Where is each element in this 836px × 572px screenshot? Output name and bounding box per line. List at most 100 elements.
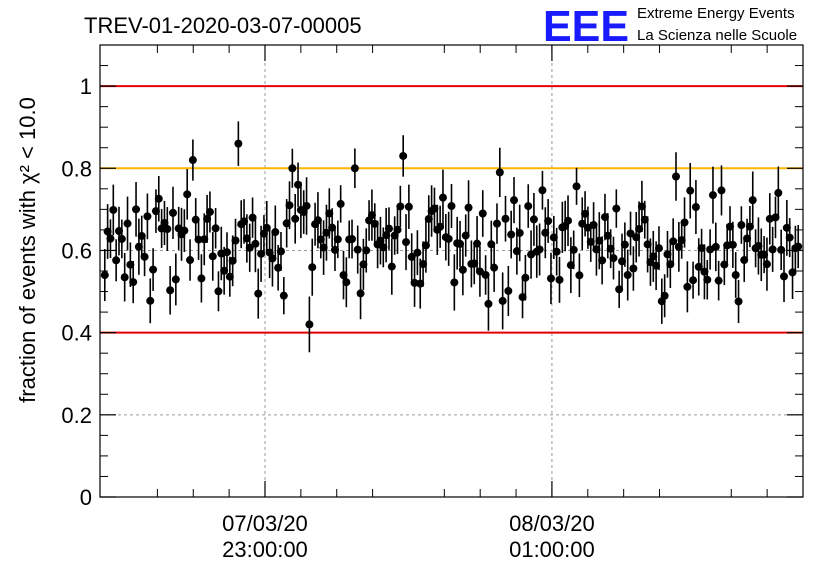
data-point [768, 245, 777, 254]
logo-mark: EEE [543, 2, 629, 51]
data-point [384, 224, 393, 233]
data-point [478, 209, 487, 218]
data-point [421, 241, 430, 250]
data-point [643, 240, 652, 249]
data-point [240, 217, 249, 226]
data-point [132, 205, 141, 214]
data-point [555, 275, 564, 284]
data-point [220, 266, 229, 275]
data-point [501, 214, 510, 223]
data-point [458, 265, 467, 274]
data-point [325, 209, 334, 218]
data-point [697, 244, 706, 253]
data-point [666, 260, 675, 269]
data-point [777, 245, 786, 254]
data-points [100, 121, 803, 353]
data-point [447, 202, 456, 211]
data-point [262, 223, 271, 232]
data-point [183, 190, 192, 199]
data-point [205, 207, 214, 216]
y-tick-label: 1 [80, 74, 92, 99]
data-point [308, 263, 317, 272]
y-axis: 0 0.2 0.4 0.6 0.8 1 [61, 65, 803, 510]
data-point [154, 194, 163, 203]
data-point [302, 201, 311, 210]
data-point [134, 242, 143, 251]
data-point [450, 278, 459, 287]
data-point [319, 243, 328, 252]
data-point [106, 234, 115, 243]
data-point [234, 139, 243, 148]
data-point [626, 229, 635, 238]
data-point [294, 180, 303, 189]
data-point [609, 254, 618, 263]
data-point [629, 264, 638, 273]
data-point [151, 207, 160, 216]
data-point [413, 248, 422, 257]
data-point [416, 279, 425, 288]
data-point [313, 216, 322, 225]
data-point [305, 320, 314, 329]
data-point [774, 188, 783, 197]
data-point [677, 236, 686, 245]
data-point [129, 278, 138, 287]
data-point [444, 234, 453, 243]
data-point [166, 286, 175, 295]
data-point [572, 182, 581, 191]
data-point [498, 296, 507, 305]
data-point [242, 234, 251, 243]
data-point [430, 204, 439, 213]
data-point [402, 238, 411, 247]
data-point [160, 218, 169, 227]
data-point [404, 202, 413, 211]
chart-title: TREV-01-2020-03-07-00005 [84, 13, 362, 38]
data-point [700, 267, 709, 276]
data-point [200, 235, 209, 244]
y-tick-label: 0.8 [61, 156, 92, 181]
data-point [615, 285, 624, 294]
x-tick-time-label: 23:00:00 [222, 537, 308, 562]
data-point [143, 212, 152, 221]
data-point [362, 246, 371, 255]
data-point [504, 286, 513, 295]
data-point [276, 247, 285, 256]
data-point [225, 272, 234, 281]
data-point [424, 214, 433, 223]
data-point [356, 289, 365, 298]
data-point [100, 271, 109, 280]
data-point [188, 156, 197, 165]
data-point [481, 270, 490, 279]
data-point [660, 291, 669, 300]
data-point [336, 199, 345, 208]
data-point [552, 247, 561, 256]
data-point [350, 164, 359, 173]
data-point [248, 213, 257, 222]
data-point [367, 211, 376, 220]
data-point [618, 257, 627, 266]
data-point [728, 240, 737, 249]
data-point [492, 219, 501, 228]
data-point [328, 223, 337, 232]
data-point [379, 243, 388, 252]
y-tick-label: 0 [80, 485, 92, 510]
data-point [623, 271, 632, 280]
data-point [490, 263, 499, 272]
data-point [620, 240, 629, 249]
data-point [171, 275, 180, 284]
data-point [780, 272, 789, 281]
data-point [114, 227, 123, 236]
data-point [257, 249, 266, 258]
data-point [251, 239, 260, 248]
data-point [762, 260, 771, 269]
data-point [680, 218, 689, 227]
data-point [714, 276, 723, 285]
data-point [771, 213, 780, 222]
data-point [487, 240, 496, 249]
data-point [794, 242, 803, 251]
data-point [512, 247, 521, 256]
data-point [546, 274, 555, 283]
data-point [211, 224, 220, 233]
y-tick-label: 0.2 [61, 403, 92, 428]
data-point [686, 186, 695, 195]
data-point [521, 273, 530, 282]
